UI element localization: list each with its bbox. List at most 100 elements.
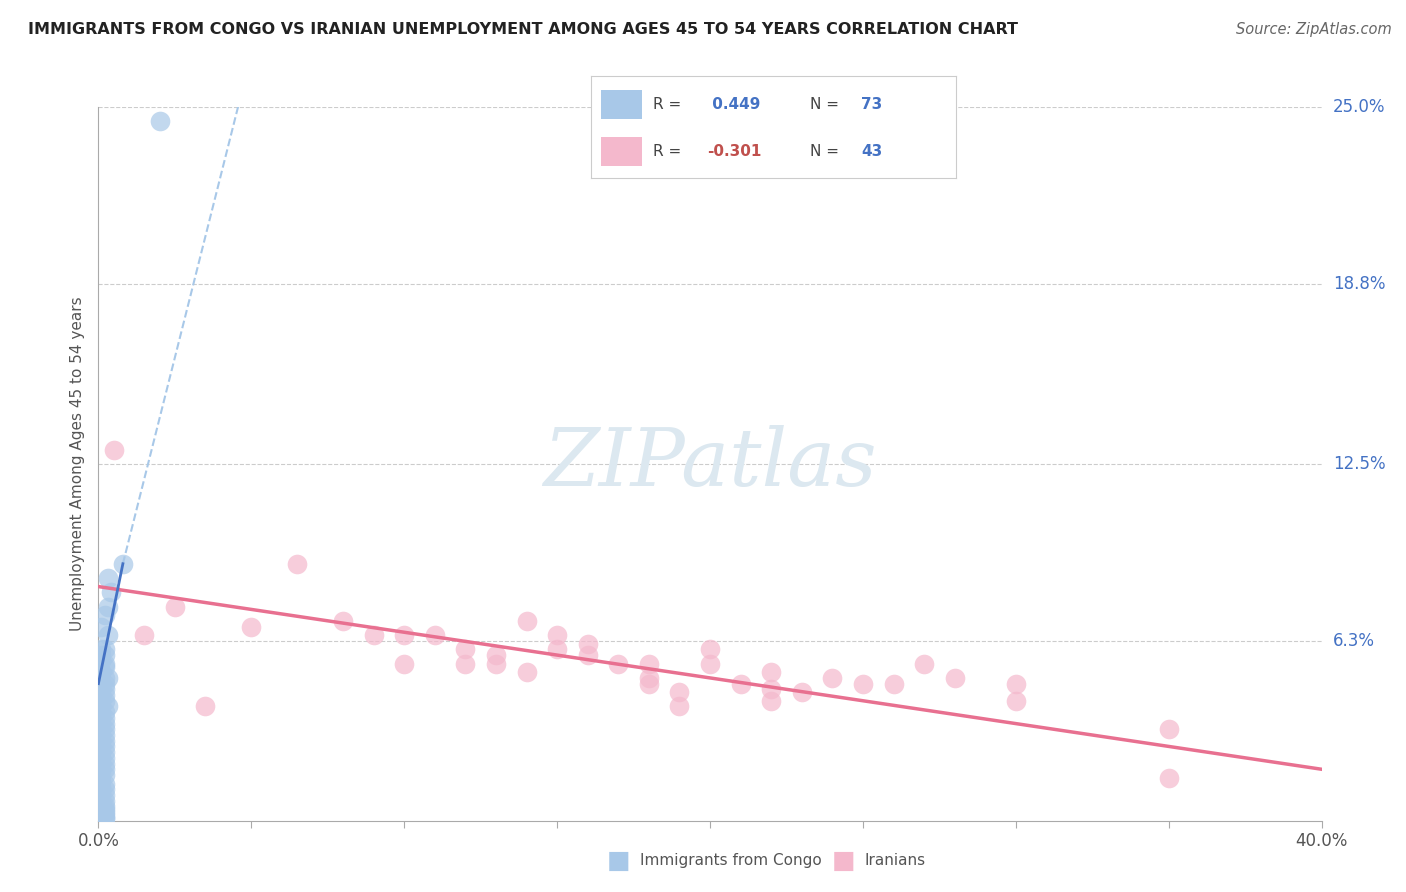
Point [100,585,122,599]
Text: 25.0%: 25.0% [1333,98,1385,116]
Point [90,768,112,782]
Point [90,773,112,788]
Point [1157,723,1180,737]
Point [454,642,477,657]
Text: 12.5%: 12.5% [1333,455,1385,473]
Point [93,676,115,690]
Point [668,685,690,699]
Point [194,699,217,714]
Point [90,805,112,819]
Point [93,745,115,759]
Point [90,716,112,731]
Point [485,648,508,662]
Point [90,733,112,747]
Point [149,114,172,128]
Point [90,808,112,822]
Point [93,751,115,765]
Point [134,628,156,642]
Point [790,685,813,699]
Point [97,571,120,585]
Point [90,751,112,765]
Point [93,808,115,822]
Point [485,657,508,671]
Text: N =: N = [810,97,844,112]
Point [546,628,568,642]
Point [93,762,115,776]
Point [90,790,112,805]
Point [93,723,115,737]
Y-axis label: Unemployment Among Ages 45 to 54 years: Unemployment Among Ages 45 to 54 years [69,296,84,632]
Point [90,676,112,690]
Point [668,699,690,714]
Point [516,665,538,680]
Text: 43: 43 [860,145,883,160]
Point [1004,676,1026,690]
Point [759,665,782,680]
Point [730,676,752,690]
Point [637,671,661,685]
Bar [602,137,641,166]
Point [163,599,186,614]
Point [699,657,721,671]
Point [392,657,416,671]
Point [90,654,112,668]
Point [90,739,112,754]
Point [93,648,115,662]
Point [90,619,112,633]
Text: -0.301: -0.301 [707,145,762,160]
Text: ZIPatlas: ZIPatlas [543,425,877,502]
Point [576,637,599,651]
Point [90,785,112,799]
Bar [602,90,641,119]
Text: Immigrants from Congo: Immigrants from Congo [640,854,821,868]
Point [93,659,115,673]
Text: ■: ■ [607,849,630,872]
Point [90,745,112,759]
Point [332,614,354,628]
Point [943,671,966,685]
Point [90,699,112,714]
Point [90,762,112,776]
Point [111,557,134,571]
Point [97,671,120,685]
Point [93,688,115,702]
Point [93,728,115,742]
Point [821,671,844,685]
Point [103,442,125,457]
Point [759,694,782,708]
Point [699,642,721,657]
Point [93,642,115,657]
Point [90,756,112,771]
Point [576,648,599,662]
Point [93,671,115,685]
Point [90,665,112,680]
Text: 0.449: 0.449 [707,97,761,112]
Point [90,808,112,822]
Point [93,682,115,697]
Point [454,657,477,671]
Point [93,694,115,708]
Text: R =: R = [652,97,686,112]
Point [93,794,115,808]
Point [93,739,115,754]
Point [90,728,112,742]
Point [363,628,385,642]
Point [90,797,112,811]
Point [93,716,115,731]
Point [912,657,935,671]
Point [516,614,538,628]
Point [93,657,115,671]
Point [93,756,115,771]
Point [90,688,112,702]
Point [93,805,115,819]
Point [90,665,112,680]
Point [93,811,115,825]
Text: 6.3%: 6.3% [1333,632,1375,649]
Point [90,802,112,816]
Point [90,711,112,725]
Text: IMMIGRANTS FROM CONGO VS IRANIAN UNEMPLOYMENT AMONG AGES 45 TO 54 YEARS CORRELAT: IMMIGRANTS FROM CONGO VS IRANIAN UNEMPLO… [28,22,1018,37]
Point [90,811,112,825]
Point [93,811,115,825]
Text: 18.8%: 18.8% [1333,275,1385,293]
Point [93,768,115,782]
